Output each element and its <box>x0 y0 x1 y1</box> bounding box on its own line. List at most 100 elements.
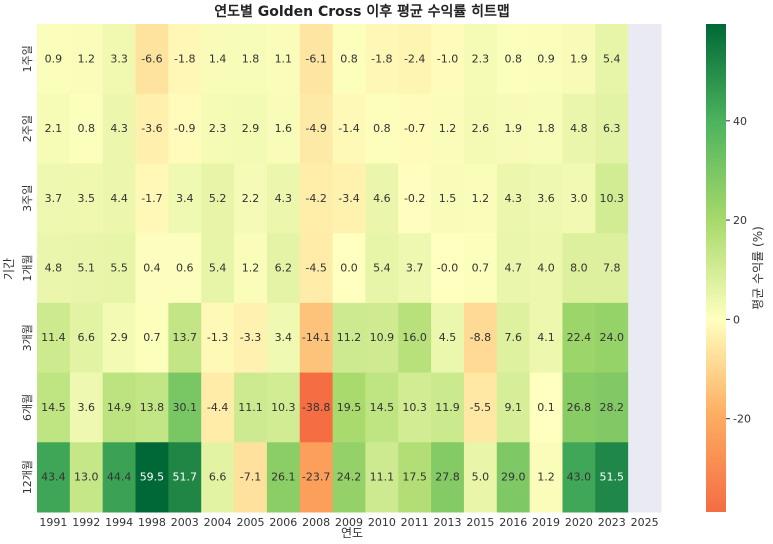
heatmap-cell <box>529 302 563 374</box>
heatmap-cell <box>135 93 169 164</box>
heatmap-cell <box>463 93 498 164</box>
heatmap-cell-label: 0.8 <box>504 52 522 65</box>
heatmap-cell <box>431 372 465 443</box>
heatmap-cell-label: 4.3 <box>504 192 522 205</box>
heatmap-cell <box>562 163 596 234</box>
heatmap-cell-label: 5.1 <box>78 262 96 275</box>
heatmap-cell <box>398 163 432 234</box>
heatmap-cell-label: 2.9 <box>110 331 128 344</box>
x-tick-label: 2016 <box>499 516 527 529</box>
heatmap-cell-label: 0.8 <box>340 52 358 65</box>
heatmap-cell-label: 27.8 <box>435 471 460 484</box>
heatmap-cell-label: -1.8 <box>174 52 195 65</box>
heatmap-cell-label: 0.7 <box>143 331 161 344</box>
heatmap-cell <box>365 93 399 164</box>
heatmap-cell-label: 3.6 <box>78 401 96 414</box>
heatmap-cell <box>135 302 169 374</box>
heatmap-cell-label: 5.0 <box>472 471 490 484</box>
heatmap-cell <box>234 163 268 234</box>
heatmap-cell-label: 1.6 <box>275 122 293 135</box>
heatmap-cell <box>299 372 334 443</box>
heatmap-cell <box>365 302 399 374</box>
heatmap-cell <box>398 233 432 304</box>
colorbar-tick-label: 0 <box>733 313 740 326</box>
heatmap-cell <box>299 302 334 374</box>
heatmap-cell-label: -2.4 <box>404 52 425 65</box>
heatmap-cell-label: 6.6 <box>209 471 227 484</box>
heatmap-cell-label: 4.4 <box>110 192 128 205</box>
heatmap-cell <box>398 93 432 164</box>
heatmap-cell <box>69 233 104 304</box>
heatmap-cell <box>168 302 202 374</box>
heatmap-cell <box>69 163 104 234</box>
heatmap-cell <box>299 233 334 304</box>
heatmap-cell <box>234 302 268 374</box>
heatmap-cell-label: 1.1 <box>275 52 293 65</box>
heatmap-cell-label: 44.4 <box>107 471 132 484</box>
heatmap-cell-label: 0.1 <box>537 401 555 414</box>
x-tick-label: 2006 <box>269 516 297 529</box>
heatmap-cell <box>398 302 432 374</box>
heatmap-cell <box>168 163 202 234</box>
heatmap-cell <box>234 372 268 443</box>
heatmap-cell <box>332 93 366 164</box>
heatmap-cell <box>496 24 531 95</box>
heatmap-cell <box>365 24 399 95</box>
heatmap-cell-label: 4.7 <box>504 262 522 275</box>
heatmap-cell-label: -38.8 <box>302 401 330 414</box>
heatmap-cell <box>102 302 137 374</box>
x-tick-label: 1994 <box>105 516 133 529</box>
heatmap-cell-label: 29.0 <box>501 471 526 484</box>
heatmap-cell <box>496 163 531 234</box>
heatmap-cell <box>431 233 465 304</box>
heatmap-cell-label: -0.9 <box>174 122 195 135</box>
heatmap-cell-label: 11.1 <box>238 401 263 414</box>
heatmap-cell <box>463 302 498 374</box>
heatmap-cell <box>102 163 137 234</box>
heatmap-cell-label: 7.8 <box>603 262 621 275</box>
x-tick-label: 2005 <box>236 516 264 529</box>
heatmap-cell-label: 4.6 <box>373 192 391 205</box>
chart-title: 연도별 Golden Cross 이후 평균 수익률 히트맵 <box>214 3 510 20</box>
x-tick-label: 1992 <box>72 516 100 529</box>
heatmap-cell-label: -3.4 <box>338 192 359 205</box>
heatmap-cell <box>102 442 137 513</box>
heatmap-cell-label: 14.5 <box>41 401 66 414</box>
heatmap-cells: 0.9 1.2 3.3 -6.6 -1.8 1.4 1.8 1.1 -6.1 0.8 -1.8 -2.… <box>37 24 662 513</box>
heatmap-cell <box>201 302 235 374</box>
heatmap-cell <box>562 372 596 443</box>
heatmap-cell <box>37 163 71 234</box>
heatmap-cell-label: 24.2 <box>337 471 362 484</box>
heatmap-cell-label: 14.5 <box>370 401 395 414</box>
heatmap-cell <box>102 24 137 95</box>
x-tick-label: 2010 <box>368 516 396 529</box>
heatmap-cell-label: 1.2 <box>439 122 457 135</box>
heatmap-cell-empty <box>628 93 662 164</box>
heatmap-cell-label: 10.3 <box>599 192 624 205</box>
heatmap-cell-label: 17.5 <box>402 471 427 484</box>
heatmap-cell-label: 4.0 <box>537 262 555 275</box>
heatmap-cell <box>135 163 169 234</box>
heatmap-cell-label: -3.3 <box>240 331 261 344</box>
heatmap-cell <box>266 93 301 164</box>
colorbar-label: 평균 수익률 (%) <box>751 226 765 310</box>
heatmap-cell <box>463 372 498 443</box>
heatmap-cell-label: 10.9 <box>370 331 395 344</box>
heatmap-cell <box>332 163 366 234</box>
heatmap-cell-label: -1.3 <box>207 331 228 344</box>
heatmap-cell-label: 0.8 <box>373 122 391 135</box>
heatmap-cell <box>201 442 235 513</box>
heatmap-cell-label: 5.4 <box>603 52 621 65</box>
heatmap-cell <box>135 24 169 95</box>
heatmap-cell <box>168 372 202 443</box>
heatmap-cell <box>69 93 104 164</box>
heatmap-cell-label: 5.2 <box>209 192 227 205</box>
colorbar-tick-label: 20 <box>733 214 747 227</box>
heatmap-cell <box>332 302 366 374</box>
heatmap-cell-label: 0.6 <box>176 262 194 275</box>
heatmap-cell <box>201 93 235 164</box>
heatmap-cell-label: 1.5 <box>439 192 457 205</box>
heatmap-cell-label: 4.1 <box>537 331 555 344</box>
x-axis-label: 연도 <box>341 526 363 540</box>
heatmap-cell-label: 5.4 <box>373 262 391 275</box>
